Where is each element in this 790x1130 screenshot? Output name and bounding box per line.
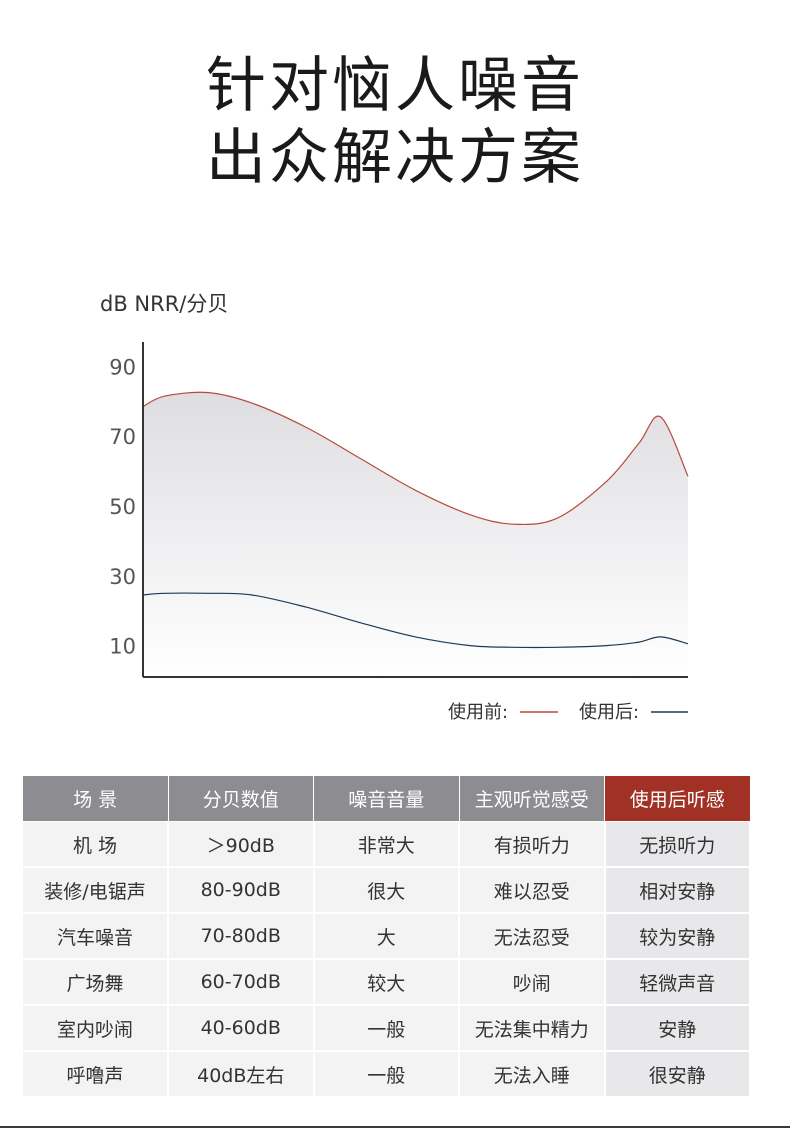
header-scene: 场 景 xyxy=(22,775,169,822)
cell-after-use: 相对安静 xyxy=(604,866,751,914)
cell-perception: 吵闹 xyxy=(458,958,606,1006)
header-volume: 噪音音量 xyxy=(313,775,460,822)
cell-decibel: ＞90dB xyxy=(167,821,315,868)
cell-decibel: 60-70dB xyxy=(167,958,315,1006)
cell-perception: 无法集中精力 xyxy=(458,1004,606,1052)
cell-scene: 室内吵闹 xyxy=(22,1004,169,1052)
cell-decibel: 80-90dB xyxy=(167,866,315,914)
table-header-row: 场 景 分贝数值 噪音音量 主观听觉感受 使用后听感 xyxy=(22,775,751,822)
header-after-use: 使用后听感 xyxy=(604,775,751,822)
y-tick-label: 10 xyxy=(109,635,136,659)
area-fill xyxy=(143,392,688,677)
cell-scene: 广场舞 xyxy=(22,958,169,1006)
table-row: 机 场 ＞90dB 非常大 有损听力 无损听力 xyxy=(22,821,751,868)
cell-scene: 呼噜声 xyxy=(22,1050,169,1098)
cell-scene: 机 场 xyxy=(22,821,169,868)
legend-label: 使用后: xyxy=(579,702,639,723)
y-tick-label: 70 xyxy=(109,425,136,449)
cell-after-use: 轻微声音 xyxy=(604,958,751,1006)
cell-after-use: 安静 xyxy=(604,1004,751,1052)
cell-volume: 一般 xyxy=(313,1004,460,1052)
cell-perception: 有损听力 xyxy=(458,821,606,868)
series-line xyxy=(142,592,689,649)
y-tick-label: 50 xyxy=(109,495,136,519)
cell-perception: 无法忍受 xyxy=(458,912,606,960)
cell-volume: 很大 xyxy=(313,866,460,914)
cell-volume: 一般 xyxy=(313,1050,460,1098)
headline: 针对恼人噪音 出众解决方案 xyxy=(0,50,790,194)
y-axis-label: dB NRR/分贝 xyxy=(100,292,228,316)
cell-after-use: 无损听力 xyxy=(604,821,751,868)
cell-decibel: 40dB左右 xyxy=(167,1050,315,1098)
cell-scene: 装修/电锯声 xyxy=(22,866,169,914)
table-row: 汽车噪音 70-80dB 大 无法忍受 较为安静 xyxy=(22,912,751,960)
cell-volume: 非常大 xyxy=(313,821,460,868)
cell-decibel: 70-80dB xyxy=(167,912,315,960)
y-tick-label: 90 xyxy=(109,355,136,379)
cell-volume: 较大 xyxy=(313,958,460,1006)
table-row: 广场舞 60-70dB 较大 吵闹 轻微声音 xyxy=(22,958,751,1006)
headline-line-2: 出众解决方案 xyxy=(206,123,584,193)
legend-label: 使用前: xyxy=(448,702,508,723)
headline-line-1: 针对恼人噪音 xyxy=(206,51,584,121)
noise-table: 场 景 分贝数值 噪音音量 主观听觉感受 使用后听感 机 场 ＞90dB 非常大… xyxy=(22,775,751,1098)
cell-perception: 难以忍受 xyxy=(458,866,606,914)
cell-decibel: 40-60dB xyxy=(167,1004,315,1052)
table-row: 呼噜声 40dB左右 一般 无法入睡 很安静 xyxy=(22,1050,751,1098)
cell-volume: 大 xyxy=(313,912,460,960)
header-decibel: 分贝数值 xyxy=(167,775,314,822)
cell-after-use: 较为安静 xyxy=(604,912,751,960)
cell-after-use: 很安静 xyxy=(604,1050,751,1098)
header-perception: 主观听觉感受 xyxy=(458,775,605,822)
bottom-divider xyxy=(0,1126,790,1128)
series-line xyxy=(142,391,689,526)
cell-scene: 汽车噪音 xyxy=(22,912,169,960)
cell-perception: 无法入睡 xyxy=(458,1050,606,1098)
table-row: 室内吵闹 40-60dB 一般 无法集中精力 安静 xyxy=(22,1004,751,1052)
table-row: 装修/电锯声 80-90dB 很大 难以忍受 相对安静 xyxy=(22,866,751,914)
y-tick-label: 30 xyxy=(109,565,136,589)
